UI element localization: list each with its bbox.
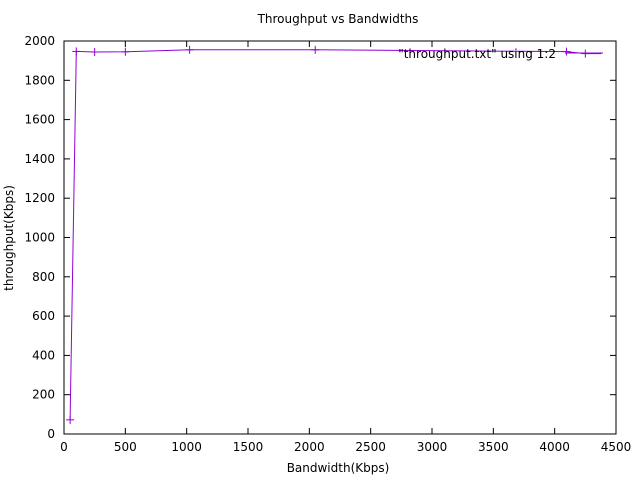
x-tick-label: 500: [114, 440, 137, 454]
plot-frame: [63, 40, 617, 435]
data-point-marker: [66, 415, 75, 424]
plot-border: [63, 40, 617, 435]
x-tick-label: 2500: [355, 440, 386, 454]
series-line: [69, 49, 602, 420]
data-point-marker: [121, 47, 130, 56]
x-tick-label: 3500: [478, 440, 509, 454]
legend: "throughput.txt" using 1:2: [398, 47, 603, 61]
data-point-marker: [581, 49, 590, 58]
y-tick-label: 0: [47, 427, 55, 441]
data-point-marker: [311, 45, 320, 54]
x-axis-label: Bandwidth(Kbps): [287, 461, 390, 475]
y-tick-label: 1200: [24, 191, 55, 205]
x-tick-label: 3000: [417, 440, 448, 454]
y-tick-label: 1400: [24, 152, 55, 166]
x-tick-label: 4000: [539, 440, 570, 454]
data-point-marker: [90, 48, 99, 57]
chart-title: Throughput vs Bandwidths: [257, 12, 419, 26]
series-layer: [66, 45, 602, 424]
x-tick-label: 4500: [601, 440, 632, 454]
y-tick-label: 600: [32, 309, 55, 323]
x-axis-ticks: 0 500 1000 1500 2000 2500 3000 3500 4000 4500: [60, 41, 631, 454]
y-tick-label: 1600: [24, 113, 55, 127]
x-tick-label: 1000: [171, 440, 202, 454]
data-point-marker: [72, 47, 81, 56]
y-axis-label: throughput(Kbps): [2, 185, 16, 291]
x-tick-label: 0: [60, 440, 68, 454]
y-tick-label: 2000: [24, 34, 55, 48]
y-axis-ticks: 0 200 400 600 800 1000 1200 1400 1600 1800 2000: [24, 34, 616, 441]
data-point-marker: [562, 47, 571, 56]
y-tick-label: 1800: [24, 73, 55, 87]
y-tick-label: 200: [32, 388, 55, 402]
x-tick-label: 2000: [294, 440, 325, 454]
x-tick-label: 1500: [233, 440, 264, 454]
y-tick-label: 400: [32, 348, 55, 362]
y-tick-label: 1000: [24, 231, 55, 245]
data-point-marker: [185, 45, 194, 54]
y-tick-label: 800: [32, 270, 55, 284]
legend-label: "throughput.txt" using 1:2: [398, 47, 556, 61]
